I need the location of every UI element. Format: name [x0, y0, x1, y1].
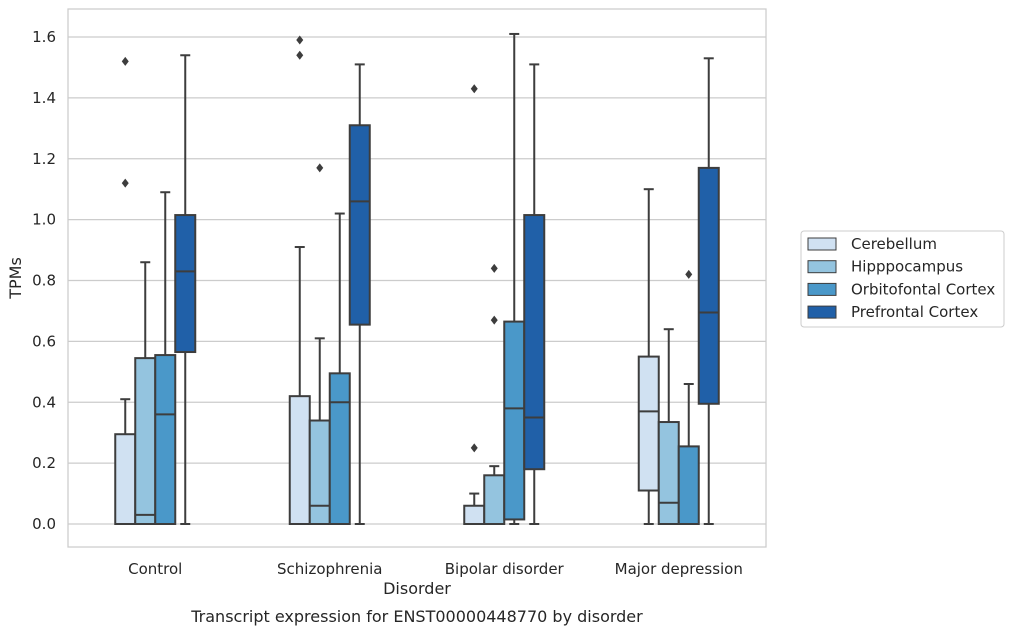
box-group — [637, 188, 660, 525]
legend-label: Cerebellum — [851, 235, 937, 253]
box-group — [348, 63, 371, 525]
legend-label: Prefrontal Cortex — [851, 303, 978, 321]
x-tick-label: Schizophrenia — [277, 560, 382, 578]
box-group — [308, 163, 331, 526]
y-tick-label: 1.4 — [32, 89, 56, 107]
outlier-point — [121, 56, 129, 66]
box — [154, 354, 177, 525]
outlier-point — [296, 35, 304, 45]
y-tick-label: 0.8 — [32, 272, 56, 290]
box-group — [174, 54, 197, 525]
box-plot-boxes — [114, 32, 720, 526]
legend-label: Hipppocampus — [851, 258, 963, 276]
legend-label: Orbitofontal Cortex — [851, 280, 995, 298]
box-group — [523, 63, 546, 525]
box — [677, 445, 700, 525]
legend-swatch — [807, 237, 837, 251]
y-tick-label: 0.2 — [32, 454, 56, 472]
outlier-point — [470, 443, 478, 453]
x-tick-label: Bipolar disorder — [445, 560, 565, 578]
box-group — [463, 84, 486, 525]
outlier-point — [316, 163, 324, 173]
box-group — [483, 263, 506, 525]
box — [114, 433, 137, 526]
x-tick-label: Major depression — [615, 560, 743, 578]
legend-swatch — [807, 282, 837, 296]
legend: Cerebellum Hipppocampus Orbitofontal Corte… — [800, 230, 1005, 328]
box-group — [657, 328, 680, 525]
outlier-point — [685, 269, 693, 279]
y-tick-label: 1.2 — [32, 150, 56, 168]
box-group — [328, 212, 351, 525]
box-group — [114, 56, 137, 526]
x-tick-label: Control — [128, 560, 182, 578]
legend-swatch — [807, 260, 837, 274]
box — [134, 357, 157, 525]
chart-caption: Transcript expression for ENST0000044877… — [190, 607, 643, 626]
box-group — [503, 32, 526, 525]
box-group — [288, 35, 311, 526]
y-tick-label: 1.0 — [32, 211, 56, 229]
outlier-point — [470, 84, 478, 94]
y-axis-ticks: 0.0 0.2 0.4 0.6 0.8 1.0 1.2 1.4 1.6 — [32, 28, 56, 533]
plot-frame — [67, 8, 767, 548]
y-tick-label: 0.0 — [32, 515, 56, 533]
y-tick-label: 1.6 — [32, 28, 56, 46]
box — [637, 355, 660, 492]
box — [697, 166, 720, 405]
y-tick-label: 0.6 — [32, 332, 56, 350]
legend-swatch — [807, 305, 837, 319]
legend-frame — [800, 230, 1005, 328]
box — [503, 320, 526, 521]
box — [523, 214, 546, 471]
y-axis-title: TPMs — [6, 257, 25, 300]
outlier-point — [490, 263, 498, 273]
box — [348, 124, 371, 326]
outlier-point — [121, 178, 129, 188]
box — [657, 421, 680, 525]
box — [483, 474, 506, 525]
x-axis-ticks: Control Schizophrenia Bipolar disorder Majo… — [128, 560, 743, 578]
outlier-point — [296, 50, 304, 60]
box-group — [134, 261, 157, 525]
box-group — [154, 191, 177, 525]
x-axis-title: Disorder — [383, 579, 451, 598]
box — [174, 214, 197, 354]
box — [463, 504, 486, 525]
y-tick-label: 0.4 — [32, 393, 56, 411]
box — [328, 372, 351, 525]
box-group — [677, 269, 700, 525]
box-group — [697, 57, 720, 525]
outlier-point — [490, 315, 498, 325]
box — [308, 419, 331, 526]
box — [288, 395, 311, 526]
